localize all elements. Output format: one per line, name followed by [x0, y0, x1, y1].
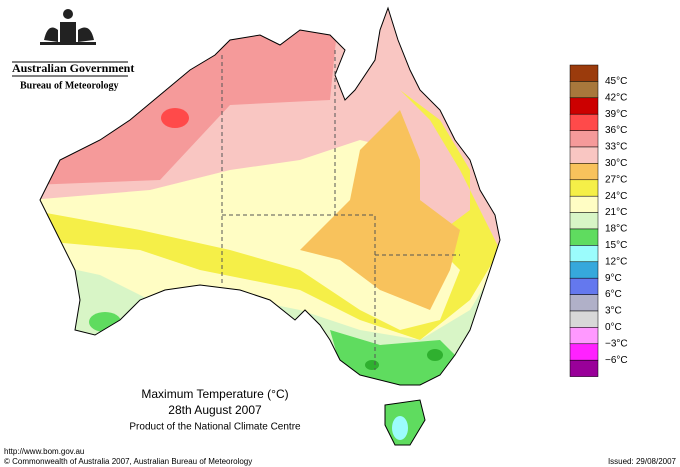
legend-swatch	[569, 343, 599, 361]
map-date: 28th August 2007	[168, 403, 262, 417]
legend-swatch	[569, 130, 599, 148]
legend-swatch	[569, 163, 599, 181]
legend-swatch	[569, 97, 599, 115]
legend-swatch	[569, 64, 599, 82]
legend: 45°C 42°C 39°C 36°C 33°C 30°C 27°C 24°C 21°C 18°C…	[569, 64, 628, 377]
legend-label: 18°C	[605, 224, 627, 235]
legend-swatch	[569, 81, 599, 99]
legend-label: 6°C	[605, 289, 622, 300]
legend-swatch	[569, 294, 599, 312]
legend-label: 21°C	[605, 207, 627, 218]
legend-swatch	[569, 195, 599, 213]
legend-label: 39°C	[605, 109, 627, 120]
legend-swatch	[569, 327, 599, 345]
legend-swatch	[569, 359, 599, 377]
legend-label: 27°C	[605, 174, 627, 185]
government-name: Australian Government	[12, 61, 134, 75]
legend-label: −3°C	[605, 338, 628, 349]
state-borders	[221, 50, 460, 370]
coat-of-arms	[40, 9, 96, 45]
legend-swatch	[569, 310, 599, 328]
legend-swatch	[569, 113, 599, 131]
legend-swatch	[569, 179, 599, 197]
copyright: © Commonwealth of Australia 2007, Austra…	[4, 457, 252, 466]
map-title: Maximum Temperature (°C)	[141, 387, 288, 401]
issued-date: Issued: 29/08/2007	[608, 457, 677, 466]
legend-label: 45°C	[605, 76, 627, 87]
legend-swatch	[569, 245, 599, 263]
legend-label: 30°C	[605, 158, 627, 169]
legend-label: 15°C	[605, 240, 627, 251]
legend-label: 33°C	[605, 142, 627, 153]
legend-swatch	[569, 277, 599, 295]
legend-swatch	[569, 261, 599, 279]
bureau-name: Bureau of Meteorology	[20, 80, 119, 91]
legend-label: 42°C	[605, 92, 627, 103]
legend-swatch	[569, 228, 599, 246]
coastline	[39, 6, 501, 446]
legend-swatch	[569, 146, 599, 164]
legend-label: 36°C	[605, 125, 627, 136]
legend-label: 3°C	[605, 306, 622, 317]
legend-swatch	[569, 212, 599, 230]
legend-label: −6°C	[605, 355, 628, 366]
legend-label: 9°C	[605, 273, 622, 284]
map-product: Product of the National Climate Centre	[129, 422, 301, 433]
url: http://www.bom.gov.au	[4, 447, 84, 456]
legend-label: 0°C	[605, 322, 622, 333]
legend-label: 24°C	[605, 191, 627, 202]
legend-label: 12°C	[605, 256, 627, 267]
